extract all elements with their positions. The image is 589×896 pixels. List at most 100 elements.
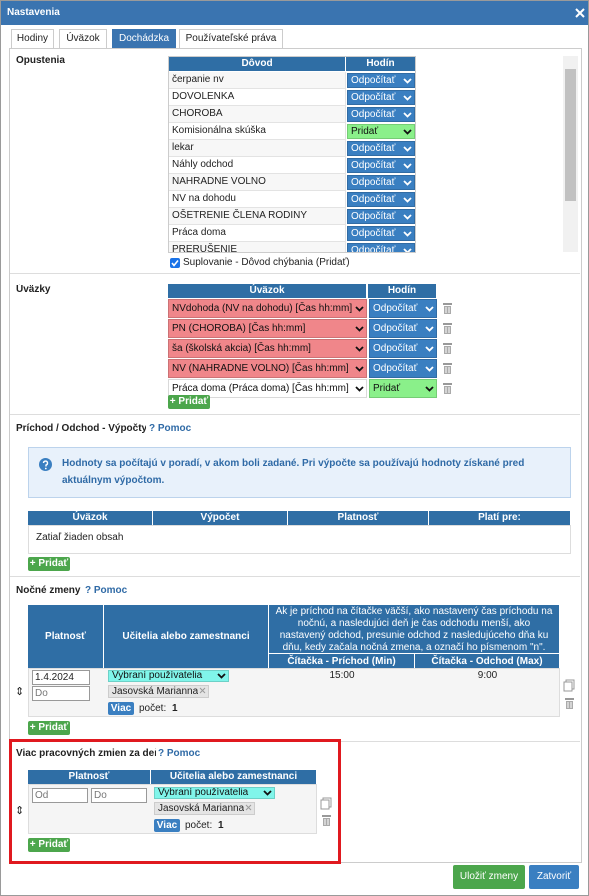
help-link[interactable]: ? Pomoc [85, 585, 128, 596]
tab[interactable]: Hodiny [11, 29, 54, 49]
help-link[interactable]: ? Pomoc [158, 748, 201, 759]
select-text: Práca doma (Práca doma) [Čas hh:mm] [172, 383, 349, 394]
hours-select[interactable]: Odpočítať [347, 209, 415, 224]
add-button[interactable]: + Pridať [28, 557, 70, 571]
reason-cell: CHOROBA [169, 106, 346, 123]
user-tag: Jasovská Marianna [154, 802, 255, 815]
date-input[interactable]: 1.4.2024 [32, 670, 90, 685]
chevron-icon [425, 305, 434, 313]
drag-handle: ⇕ [15, 805, 23, 817]
checkbox[interactable] [170, 258, 180, 268]
info-box: Hodnoty sa počítajú v poradí, v akom bol… [28, 447, 571, 498]
hours-select[interactable]: Pridať [347, 124, 415, 139]
reason-cell: lekar [169, 140, 346, 157]
select-text: NVdohoda (NV na dohodu) [Čas hh:mm] [172, 303, 353, 314]
hours-select[interactable]: Pridať [369, 379, 437, 398]
copy-icon[interactable] [320, 797, 332, 810]
trash-icon[interactable] [321, 814, 332, 827]
trash-icon[interactable] [442, 322, 453, 335]
select-text: Vybraní používatelia [112, 671, 203, 681]
tab[interactable]: Úväzok [59, 29, 107, 49]
trash[interactable] [442, 322, 453, 335]
user-tag-text: Jasovská Marianna [112, 686, 198, 697]
trash[interactable] [564, 697, 575, 710]
chevron-icon [403, 213, 412, 221]
trash-icon[interactable] [442, 362, 453, 375]
date-input[interactable]: Do [32, 686, 90, 701]
date-input[interactable]: Od [32, 788, 88, 803]
chevron [263, 790, 272, 796]
trash[interactable] [442, 302, 453, 315]
x[interactable] [199, 686, 207, 694]
hours-select[interactable]: Odpočítať [347, 192, 415, 207]
copy-icon[interactable] [563, 679, 575, 692]
th: Dôvod [169, 57, 346, 71]
select-text: Odpočítať [351, 143, 396, 154]
check[interactable] [170, 258, 180, 268]
workload-select[interactable]: Práca doma (Práca doma) [Čas hh:mm] [168, 379, 367, 398]
chevron [355, 385, 364, 392]
x[interactable] [245, 803, 253, 811]
tab[interactable]: Dochádzka [112, 29, 176, 49]
save-button[interactable]: Uložiť zmeny [453, 865, 525, 889]
copy[interactable] [563, 679, 575, 692]
chevron [403, 179, 412, 186]
close-button[interactable]: Zatvoriť [529, 865, 579, 889]
tag-remove[interactable] [245, 803, 254, 814]
hours-select[interactable]: Odpočítať [347, 73, 415, 88]
trash[interactable] [442, 382, 453, 395]
hours-select[interactable]: Odpočítať [347, 226, 415, 241]
help-link[interactable]: ? Pomoc [149, 423, 192, 434]
close-x[interactable] [575, 8, 585, 18]
more-button[interactable]: Viac [154, 819, 180, 832]
hours-select[interactable]: Odpočítať [347, 141, 415, 156]
chevron-icon [355, 385, 364, 393]
arrival-time: 15:00 [329, 670, 355, 681]
th: Učitelia alebo zamestnanci [104, 605, 269, 668]
hours-select[interactable]: Odpočítať [347, 90, 415, 105]
hours-select[interactable]: Odpočítať [369, 339, 437, 358]
trash-icon[interactable] [564, 697, 575, 710]
th: Čítačka - Príchod (Min) [269, 653, 415, 668]
chevron [425, 345, 434, 352]
workload-select[interactable]: PN (CHOROBA) [Čas hh:mm] [168, 319, 367, 338]
select-text: Odpočítať [351, 177, 396, 188]
copy[interactable] [320, 797, 332, 810]
trash[interactable] [321, 814, 332, 827]
chevron-icon [403, 111, 412, 119]
select-text: Odpočítať [373, 303, 418, 314]
chevron-icon [355, 365, 364, 373]
trash[interactable] [442, 362, 453, 375]
hours-select[interactable]: Odpočítať [347, 158, 415, 173]
close-icon[interactable] [575, 8, 585, 18]
workload-select[interactable]: NVdohoda (NV na dohodu) [Čas hh:mm] [168, 299, 367, 318]
add-button[interactable]: + Pridať [168, 395, 210, 409]
workload-select[interactable]: ša (školská akcia) [Čas hh:mm] [168, 339, 367, 358]
hours-select[interactable]: Odpočítať [347, 243, 415, 252]
date-input[interactable]: Do [91, 788, 147, 803]
trash-icon[interactable] [442, 382, 453, 395]
add-button[interactable]: + Pridať [28, 721, 70, 735]
chevron-icon [425, 385, 434, 393]
hours-select[interactable]: Odpočítať [369, 319, 437, 338]
tag-remove[interactable] [199, 686, 208, 697]
user-tag: Jasovská Marianna [108, 685, 209, 698]
chevron [403, 94, 412, 101]
reason-cell: DOVOLENKA [169, 89, 346, 106]
trash-icon[interactable] [442, 302, 453, 315]
hours-select[interactable]: Odpočítať [369, 359, 437, 378]
reason-cell: čerpanie nv [169, 72, 346, 89]
hours-select[interactable]: Odpočítať [347, 107, 415, 122]
trash[interactable] [442, 342, 453, 355]
users-select[interactable]: Vybraní používatelia [154, 787, 275, 799]
hours-select[interactable]: Odpočítať [369, 299, 437, 318]
more-button[interactable]: Viac [108, 702, 134, 715]
th: Úväzok [28, 511, 153, 525]
hours-select[interactable]: Odpočítať [347, 175, 415, 190]
trash-icon[interactable] [442, 342, 453, 355]
tab[interactable]: Používateľské práva [179, 29, 283, 49]
select-text: Pridať [351, 126, 379, 137]
workload-select[interactable]: NV (NAHRADNE VOLNO) [Čas hh:mm] [168, 359, 367, 378]
add-button[interactable]: + Pridať [28, 838, 70, 852]
users-select[interactable]: Vybraní používatelia [108, 670, 229, 682]
